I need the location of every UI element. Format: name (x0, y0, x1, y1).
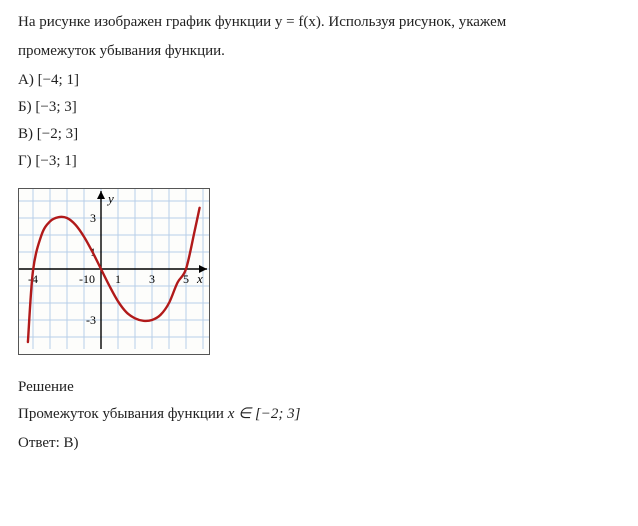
svg-text:-3: -3 (86, 313, 96, 327)
problem-line-1: На рисунке изображен график функции y = … (18, 12, 620, 33)
svg-text:1: 1 (115, 272, 121, 286)
option-b: Б) [−3; 3] (18, 99, 620, 116)
svg-text:x: x (196, 271, 203, 286)
function-graph: xy-4-1013513-3 (18, 188, 210, 355)
svg-text:-1: -1 (79, 272, 89, 286)
problem-line-2: промежуток убывания функции. (18, 41, 620, 62)
option-v: В) [−2; 3] (18, 126, 620, 143)
svg-text:y: y (106, 191, 114, 206)
svg-text:3: 3 (149, 272, 155, 286)
solution-math: x ∈ [−2; 3] (228, 406, 301, 422)
solution-heading: Решение (18, 379, 620, 396)
solution-prefix: Промежуток убывания функции (18, 406, 228, 422)
chart-svg: xy-4-1013513-3 (19, 189, 209, 349)
svg-text:0: 0 (89, 272, 95, 286)
solution-text: Промежуток убывания функции x ∈ [−2; 3] (18, 404, 620, 425)
svg-text:3: 3 (90, 211, 96, 225)
option-g: Г) [−3; 1] (18, 153, 620, 170)
solution-answer: Ответ: В) (18, 433, 620, 454)
option-a: А) [−4; 1] (18, 72, 620, 89)
